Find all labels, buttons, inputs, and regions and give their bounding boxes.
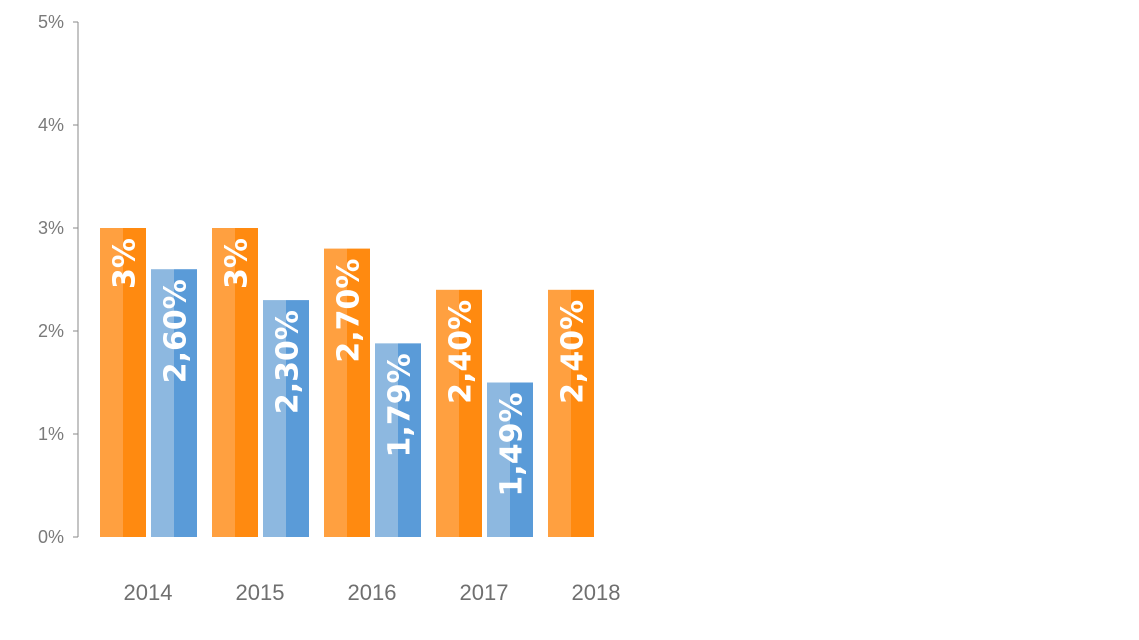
x-category-label: 2015 [236,580,285,605]
bar-value-label: 1,79% [383,353,418,457]
bar: 2,40% [436,289,482,537]
bar: 2,60% [151,269,197,537]
bar-left-half [263,300,286,537]
bar-left-half [548,289,571,537]
bar-right-half [510,382,533,537]
x-category-label: 2016 [348,580,397,605]
bar: 1,79% [375,343,421,537]
bar-value-label: 1,49% [495,393,530,497]
bar-right-half [459,289,482,537]
bar-value-label: 2,70% [332,259,367,363]
bar-right-half [398,343,421,537]
bar: 2,30% [263,300,309,537]
bar-right-half [571,289,594,537]
bar-left-half [100,228,123,537]
y-tick-label: 5% [38,12,64,32]
bar-left-half [375,343,398,537]
bar-value-label: 2,60% [159,279,194,383]
y-tick-label: 0% [38,527,64,547]
bar-left-half [151,269,174,537]
bar-value-label: 3% [220,238,255,289]
y-tick-label: 4% [38,115,64,135]
bar-right-half [174,269,197,537]
bar: 2,70% [324,248,370,537]
y-tick-label: 3% [38,218,64,238]
bar-right-half [347,248,370,537]
bar-right-half [286,300,309,537]
x-category-label: 2014 [124,580,173,605]
y-tick-label: 2% [38,321,64,341]
y-tick-label: 1% [38,424,64,444]
bar: 3% [212,228,258,537]
bars-group: 3% 2,60% 3% 2,30% 2,70% 1,79% 2,40% 1,49% 2,40% [100,228,594,537]
x-axis-labels: 2014 2015 2016 2017 2018 [124,580,621,605]
bar: 2,40% [548,289,594,537]
x-category-label: 2017 [460,580,509,605]
bar-value-label: 2,40% [556,300,591,404]
bar-value-label: 2,40% [444,300,479,404]
bar: 1,49% [487,382,533,537]
bar: 3% [100,228,146,537]
bar-value-label: 2,30% [271,310,306,414]
bar-left-half [487,382,510,537]
y-axis-ticks: 0% 1% 2% 3% 4% 5% [38,12,78,547]
bar-right-half [235,228,258,537]
bar-value-label: 3% [108,238,143,289]
x-category-label: 2018 [572,580,621,605]
bar-left-half [324,248,347,537]
bar-left-half [212,228,235,537]
bar-left-half [436,289,459,537]
bar-right-half [123,228,146,537]
